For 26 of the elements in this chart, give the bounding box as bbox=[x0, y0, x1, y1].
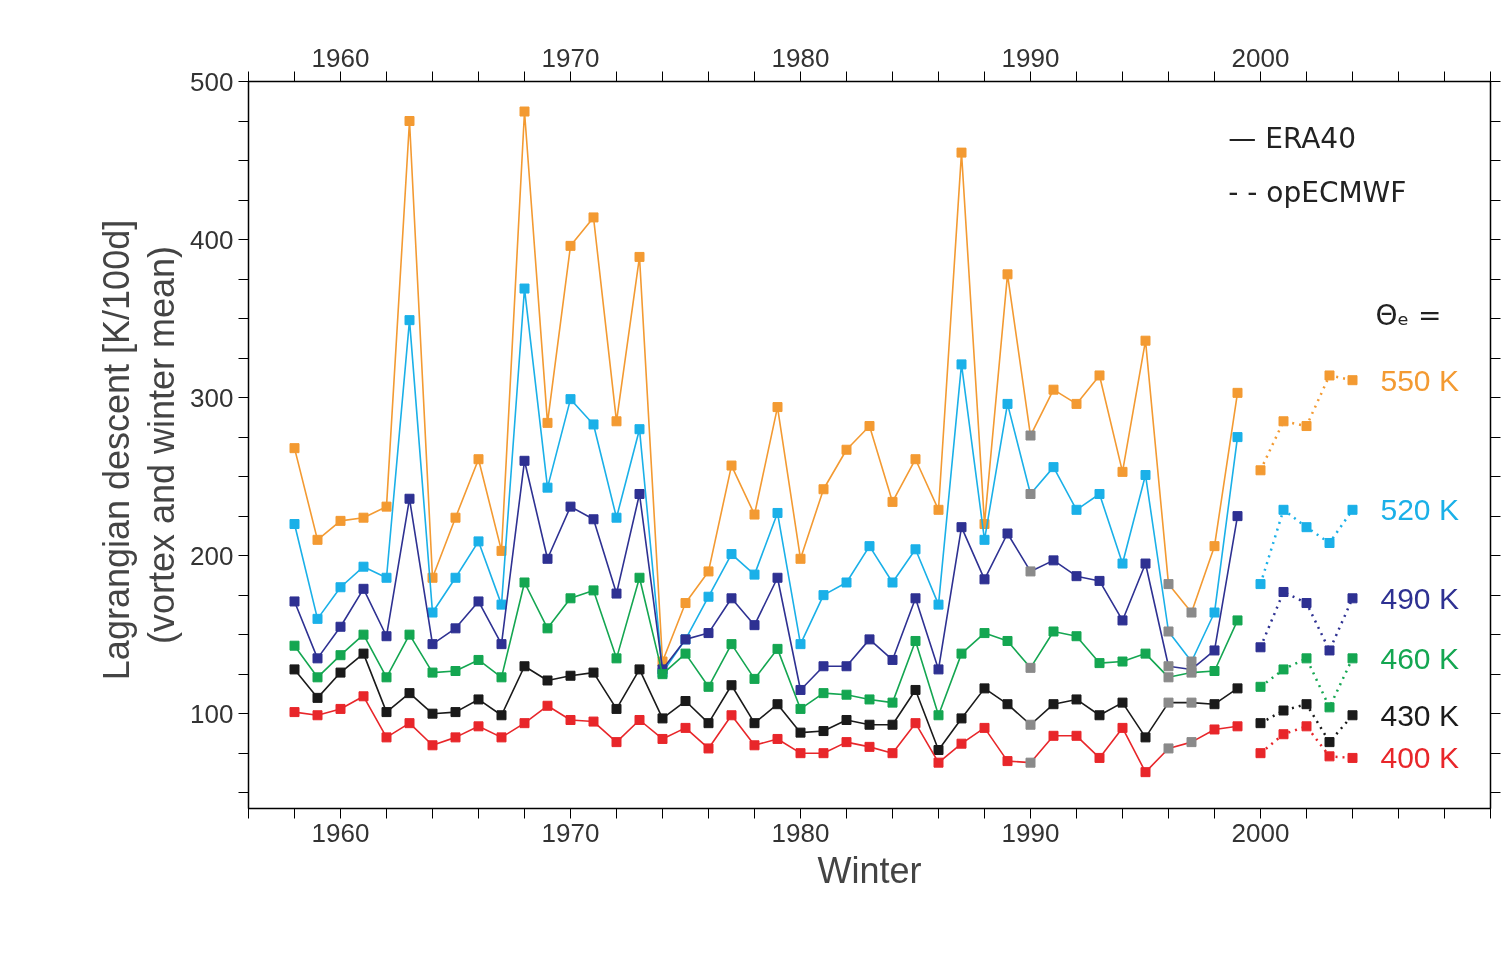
x2-tick-label: 1960 bbox=[311, 817, 370, 848]
y-tick-label: 200 bbox=[190, 540, 234, 571]
y-tick-label: 500 bbox=[190, 66, 234, 97]
series-label: 490 K bbox=[1380, 581, 1459, 615]
x2-tick-label: 1980 bbox=[771, 817, 830, 848]
y-axis-title: Lagrangian descent [K/100d] (vortex and winter mean) bbox=[96, 219, 183, 681]
x-tick-label: 1960 bbox=[311, 42, 370, 73]
x-tick-label: 1970 bbox=[541, 42, 600, 73]
x-tick-label: 1980 bbox=[771, 42, 830, 73]
y-tick-label: 400 bbox=[190, 224, 234, 255]
series-label: 400 K bbox=[1380, 741, 1459, 775]
annotation: — ERA40 bbox=[1228, 121, 1356, 155]
x-axis-title: Winter bbox=[817, 849, 922, 891]
x-tick-label: 2000 bbox=[1231, 42, 1290, 73]
y-tick-label: 100 bbox=[190, 698, 234, 729]
x2-tick-label: 1970 bbox=[541, 817, 600, 848]
series-label: 550 K bbox=[1380, 363, 1459, 397]
series-label: 520 K bbox=[1380, 493, 1459, 527]
x2-tick-label: 2000 bbox=[1231, 817, 1290, 848]
series-label: 430 K bbox=[1380, 698, 1459, 732]
x-tick-label: 1990 bbox=[1001, 42, 1060, 73]
y-tick-label: 300 bbox=[190, 382, 234, 413]
series-label: 460 K bbox=[1380, 641, 1459, 675]
annotation: Θₑ = bbox=[1375, 298, 1442, 332]
annotation: - - opECMWF bbox=[1228, 175, 1407, 209]
x2-tick-label: 1990 bbox=[1001, 817, 1060, 848]
